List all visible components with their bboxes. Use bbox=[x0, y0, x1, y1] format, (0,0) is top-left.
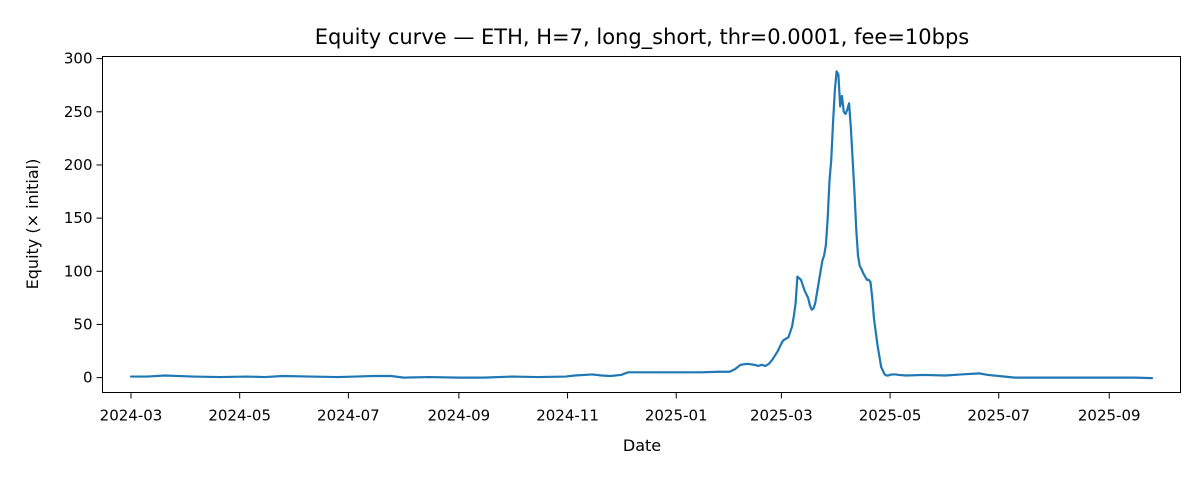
x-tick-label: 2025-09 bbox=[1078, 407, 1141, 425]
x-tick-label: 2025-01 bbox=[645, 407, 708, 425]
x-tick-label: 2024-09 bbox=[428, 407, 491, 425]
plot-area bbox=[129, 70, 1154, 380]
equity-series-line bbox=[129, 70, 1154, 380]
y-tick-label: 150 bbox=[64, 209, 93, 227]
y-axis: 0 50 100 150 200 250 300 bbox=[64, 50, 103, 387]
x-axis-label: Date bbox=[623, 436, 661, 455]
y-axis-label: Equity (× initial) bbox=[23, 159, 42, 290]
y-tick-label: 100 bbox=[64, 262, 93, 280]
x-tick-label: 2025-07 bbox=[967, 407, 1030, 425]
y-tick-label: 50 bbox=[73, 315, 92, 333]
x-tick-label: 2025-03 bbox=[750, 407, 813, 425]
x-tick-label: 2024-03 bbox=[100, 407, 163, 425]
chart-title: Equity curve — ETH, H=7, long_short, thr… bbox=[315, 25, 970, 50]
x-tick-label: 2024-07 bbox=[317, 407, 380, 425]
x-tick-label: 2024-11 bbox=[536, 407, 599, 425]
y-tick-label: 250 bbox=[64, 103, 93, 121]
x-axis: 2024-03 2024-05 2024-07 2024-09 2024-11 2025-… bbox=[100, 392, 1141, 425]
y-tick-label: 0 bbox=[83, 369, 93, 387]
y-tick-label: 200 bbox=[64, 156, 93, 174]
y-tick-label: 300 bbox=[64, 50, 93, 68]
plot-frame bbox=[102, 56, 1181, 393]
x-tick-label: 2025-05 bbox=[859, 407, 922, 425]
x-tick-label: 2024-05 bbox=[208, 407, 271, 425]
